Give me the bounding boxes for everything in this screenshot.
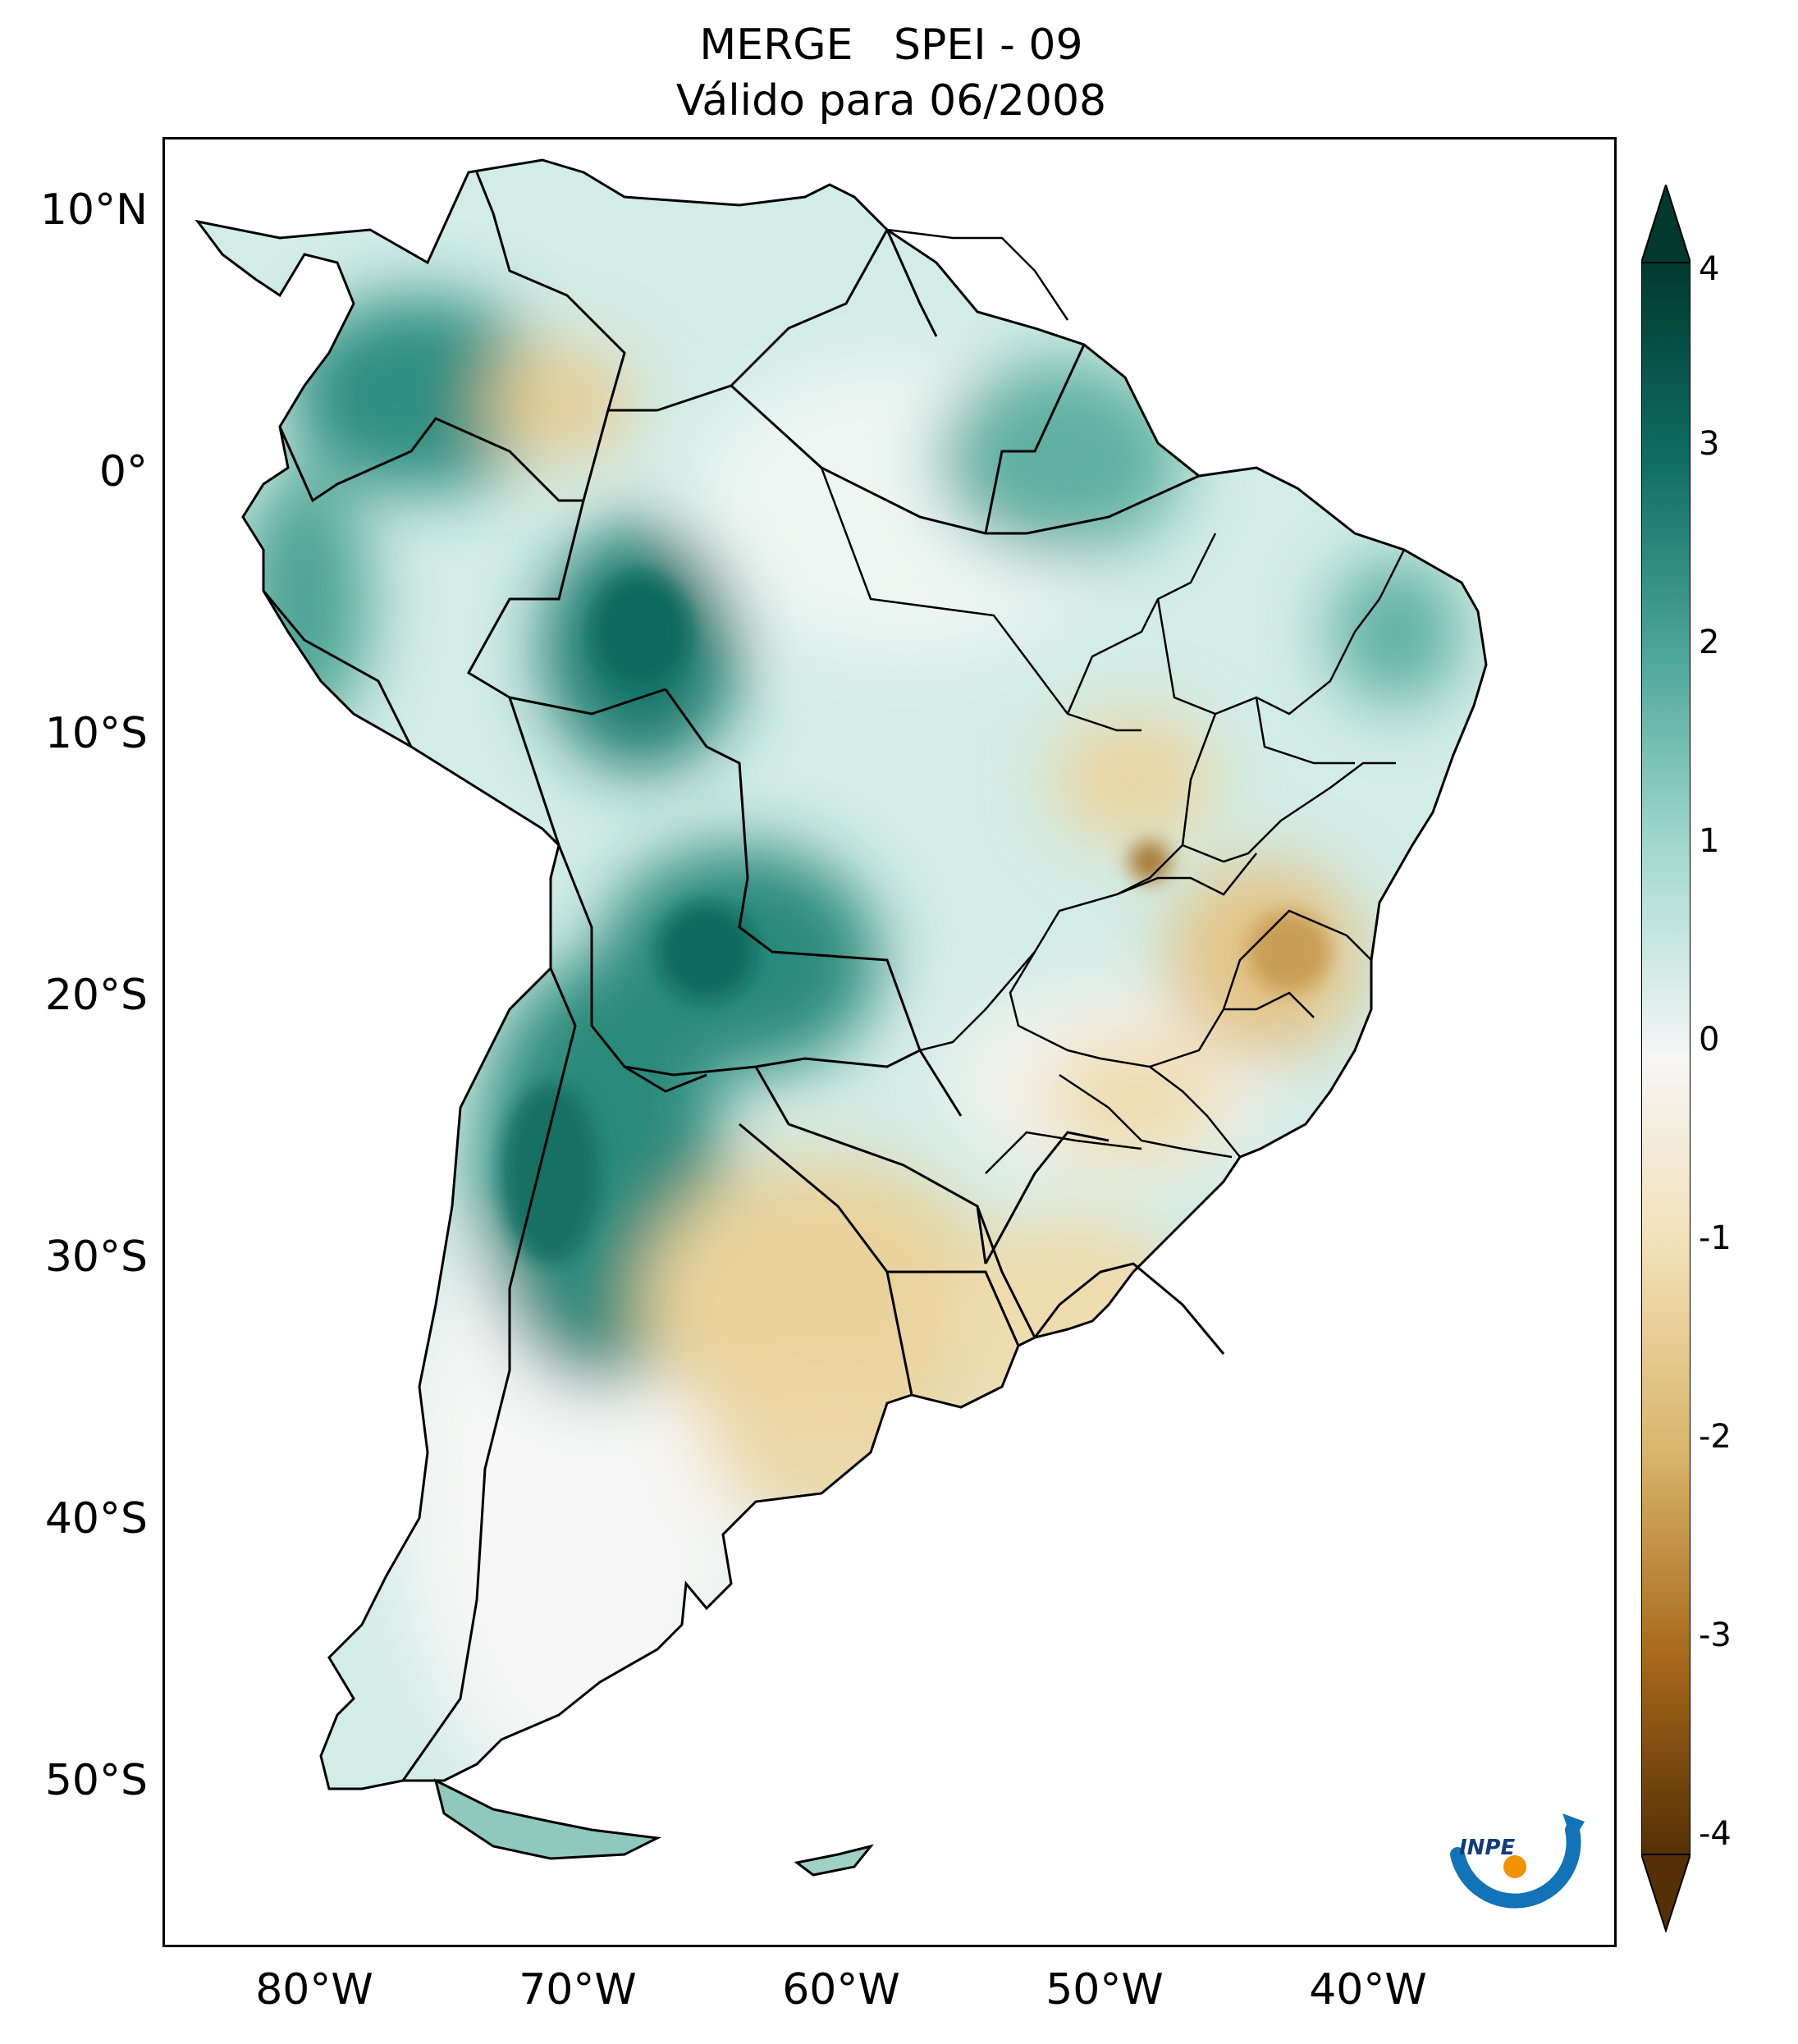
lat-label-30s: 30°S (44, 1232, 148, 1282)
map-panel: INPE (162, 137, 1617, 1947)
lat-label-10n: 10°N (39, 185, 148, 235)
lon-label-50w: 50°W (1045, 1965, 1164, 2014)
colorbar-tick-neg1: -1 (1699, 1219, 1732, 1257)
lon-label-60w: 60°W (782, 1965, 900, 2014)
lat-label-10s: 10°S (44, 709, 148, 758)
colorbar-body (1641, 262, 1690, 1855)
state-borders (820, 228, 1406, 1174)
colorbar-tick-4: 4 (1699, 250, 1720, 288)
tierra-del-fuego (433, 1778, 662, 1860)
lat-label-0: 0° (98, 447, 148, 496)
colorbar (1641, 185, 1690, 1932)
logo-dot-icon (1503, 1855, 1526, 1878)
colorbar-tick-1: 1 (1699, 822, 1720, 860)
colorbar-tick-neg4: -4 (1699, 1815, 1732, 1853)
lon-label-40w: 40°W (1309, 1965, 1427, 2014)
map-svg: INPE (196, 158, 1585, 1909)
lon-label-80w: 80°W (255, 1965, 373, 2014)
country-borders (262, 171, 1225, 1781)
inpe-logo: INPE (1450, 1813, 1585, 1909)
colorbar-upper-extension (1641, 185, 1690, 263)
lon-label-70w: 70°W (519, 1965, 637, 2014)
logo-swoosh-icon (1450, 1822, 1581, 1909)
colorbar-tick-neg3: -3 (1699, 1616, 1732, 1654)
falkland-islands (794, 1844, 874, 1877)
colorbar-lower-extension (1641, 1854, 1690, 1932)
chart-title-line-2: Válido para 06/2008 (675, 76, 1107, 126)
logo-text: INPE (1459, 1836, 1515, 1860)
lat-label-50s: 50°S (44, 1756, 148, 1805)
logo-arrow-icon (1562, 1813, 1585, 1842)
colorbar-tick-0: 0 (1699, 1021, 1720, 1059)
lat-label-40s: 40°S (44, 1494, 148, 1543)
lat-label-20s: 20°S (44, 971, 148, 1020)
chart-title-line-1: MERGE SPEI - 09 (699, 21, 1083, 70)
colorbar-tick-2: 2 (1699, 624, 1720, 661)
colorbar-tick-neg2: -2 (1699, 1418, 1732, 1456)
colorbar-tick-3: 3 (1699, 425, 1720, 463)
spei-field (198, 160, 1486, 1789)
